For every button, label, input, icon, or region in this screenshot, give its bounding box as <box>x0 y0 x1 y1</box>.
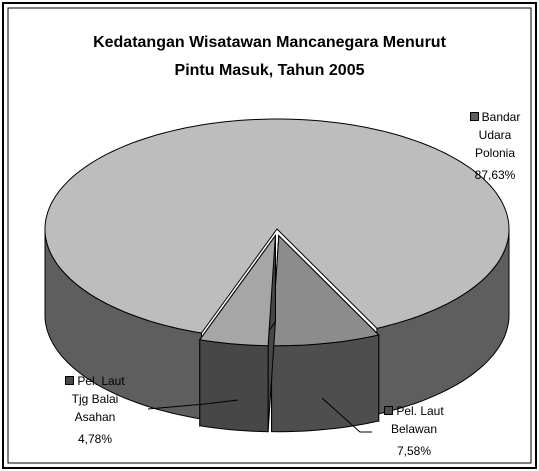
slice-label: Bandar Udara Polonia 87,63% <box>458 108 532 184</box>
legend-swatch <box>384 406 394 415</box>
slice <box>271 234 380 347</box>
category-label: Bandar Udara Polonia <box>458 108 532 162</box>
slice-side <box>271 334 380 433</box>
pie <box>44 118 510 433</box>
leader-line <box>321 397 372 433</box>
legend-swatch <box>65 376 75 385</box>
value-label: 4,78% <box>77 432 113 446</box>
slice <box>44 118 510 334</box>
value-label: 7,58% <box>396 444 432 458</box>
legend-swatch <box>469 112 479 121</box>
slice <box>198 234 277 347</box>
slice-label: Pel. Laut Belawan 7,58% <box>368 402 460 460</box>
value-label: 87,63% <box>474 168 516 182</box>
category-label: Pel. Laut Belawan <box>368 402 460 438</box>
frame-inner <box>7 7 532 464</box>
category-label: Pel. Laut Tjg Balai Asahan <box>58 372 132 426</box>
chart-title: Kedatangan Wisatawan Mancanegara Menurut <box>93 34 446 51</box>
chart-title: Pintu Masuk, Tahun 2005 <box>174 62 365 79</box>
leader-line <box>147 399 239 410</box>
slice-side <box>199 339 269 433</box>
slice-label: Pel. Laut Tjg Balai Asahan 4,78% <box>58 372 132 448</box>
